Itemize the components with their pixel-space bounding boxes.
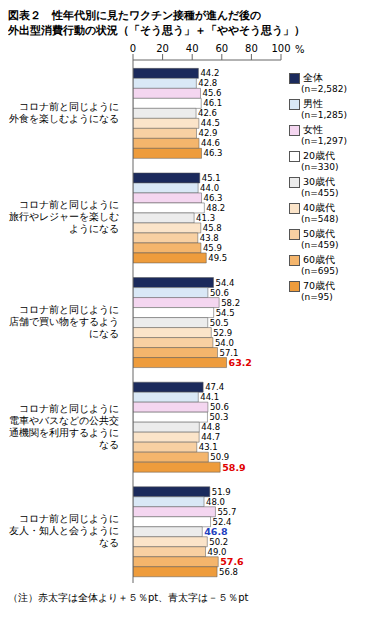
- svg-text:41.3: 41.3: [196, 213, 215, 223]
- svg-text:50.6: 50.6: [210, 402, 229, 412]
- svg-text:56.8: 56.8: [219, 567, 238, 577]
- svg-text:44.7: 44.7: [201, 432, 220, 442]
- html-text:(n=1,297): (n=1,297): [301, 136, 347, 146]
- svg-text:40: 40: [186, 43, 199, 54]
- svg-text:コロナ前と同じように外食を楽しむようになる: コロナ前と同じように外食を楽しむようになる: [9, 101, 119, 124]
- svg-text:46.3: 46.3: [204, 193, 223, 203]
- svg-text:48.2: 48.2: [206, 203, 225, 213]
- svg-text:55.7: 55.7: [217, 507, 236, 517]
- svg-text:46.1: 46.1: [203, 98, 222, 108]
- svg-text:45.9: 45.9: [203, 243, 222, 253]
- svg-text:42.9: 42.9: [198, 128, 217, 138]
- svg-text:44.1: 44.1: [200, 392, 219, 402]
- svg-text:50.6: 50.6: [210, 288, 229, 298]
- html-text:70歳代: 70歳代: [303, 280, 336, 291]
- svg-text:54.4: 54.4: [216, 278, 235, 288]
- svg-text:58.9: 58.9: [222, 462, 245, 473]
- svg-text:50.9: 50.9: [210, 452, 229, 462]
- html-text:(n=1,285): (n=1,285): [301, 110, 347, 120]
- svg-text:47.4: 47.4: [205, 382, 224, 392]
- svg-text:57.1: 57.1: [220, 348, 239, 358]
- html-text:図表２ 性年代別に見たワクチン接種が進んだ後の 外出型消費行: 図表２ 性年代別に見たワクチン接種が進んだ後の 外出型消費行動の状況（「そう思う…: [8, 9, 305, 37]
- svg-text:58.2: 58.2: [221, 298, 240, 308]
- svg-text:50.2: 50.2: [209, 537, 228, 547]
- html-text:(n=695): (n=695): [301, 266, 339, 276]
- html-text:(n=2,582): (n=2,582): [301, 84, 347, 94]
- svg-text:46.3: 46.3: [204, 148, 223, 158]
- html-text:(n=459): (n=459): [301, 240, 339, 250]
- svg-text:45.1: 45.1: [202, 173, 221, 183]
- svg-text:42.8: 42.8: [198, 78, 217, 88]
- html-text:(n=548): (n=548): [301, 214, 339, 224]
- svg-text:63.2: 63.2: [229, 357, 252, 368]
- svg-text:60: 60: [215, 43, 228, 54]
- svg-text:50.5: 50.5: [210, 318, 229, 328]
- svg-text:45.6: 45.6: [202, 88, 221, 98]
- svg-text:45.8: 45.8: [203, 223, 222, 233]
- svg-text:51.9: 51.9: [212, 487, 231, 497]
- svg-text:49.5: 49.5: [208, 253, 227, 263]
- html-text:60歳代: 60歳代: [303, 254, 336, 265]
- svg-text:80: 80: [245, 43, 258, 54]
- svg-text:43.1: 43.1: [199, 442, 218, 452]
- svg-text:0: 0: [130, 43, 136, 54]
- svg-text:52.4: 52.4: [213, 517, 232, 527]
- svg-text:57.6: 57.6: [220, 556, 244, 567]
- html-text:全体: 全体: [303, 72, 323, 83]
- html-text:（注）赤太字は全体より＋５％pt、青太字は－５％pt: （注）赤太字は全体より＋５％pt、青太字は－５％pt: [8, 592, 249, 603]
- svg-text:20: 20: [156, 43, 169, 54]
- svg-text:54.0: 54.0: [215, 338, 234, 348]
- html-text:(n=330): (n=330): [301, 162, 339, 172]
- svg-text:44.6: 44.6: [201, 138, 220, 148]
- svg-text:49.0: 49.0: [208, 547, 227, 557]
- html-text:20歳代: 20歳代: [303, 150, 336, 161]
- svg-text:46.8: 46.8: [204, 526, 228, 537]
- svg-text:コロナ前と同じように友人・知人と会うようになる: コロナ前と同じように友人・知人と会うようになる: [9, 513, 119, 548]
- svg-text:48.0: 48.0: [206, 497, 225, 507]
- svg-text:コロナ前と同じように旅行やレジャーを楽しむようになる: コロナ前と同じように旅行やレジャーを楽しむようになる: [9, 199, 119, 234]
- svg-text:44.5: 44.5: [201, 118, 220, 128]
- svg-text:44.2: 44.2: [200, 68, 219, 78]
- html-text:30歳代: 30歳代: [303, 176, 336, 187]
- svg-text:100: 100: [271, 43, 290, 54]
- html-text:男性: 男性: [303, 98, 323, 109]
- svg-text:43.8: 43.8: [200, 233, 219, 243]
- html-text:女性: 女性: [303, 124, 323, 135]
- svg-text:コロナ前と同じように店舗で買い物をするようになる: コロナ前と同じように店舗で買い物をするようになる: [9, 304, 119, 339]
- html-text:(n=95): (n=95): [301, 292, 333, 302]
- html-text:(n=455): (n=455): [301, 188, 339, 198]
- svg-text:44.0: 44.0: [200, 183, 219, 193]
- svg-text:44.8: 44.8: [201, 422, 220, 432]
- svg-text:54.5: 54.5: [216, 308, 235, 318]
- svg-text:52.9: 52.9: [213, 328, 232, 338]
- html-text:50歳代: 50歳代: [303, 228, 336, 239]
- svg-text:50.3: 50.3: [209, 412, 228, 422]
- svg-text:42.6: 42.6: [198, 108, 217, 118]
- html-text:40歳代: 40歳代: [303, 202, 336, 213]
- svg-text:コロナ前と同じように電車やバスなどの公共交通機関を利用するよ: コロナ前と同じように電車やバスなどの公共交通機関を利用するようになる: [9, 403, 119, 450]
